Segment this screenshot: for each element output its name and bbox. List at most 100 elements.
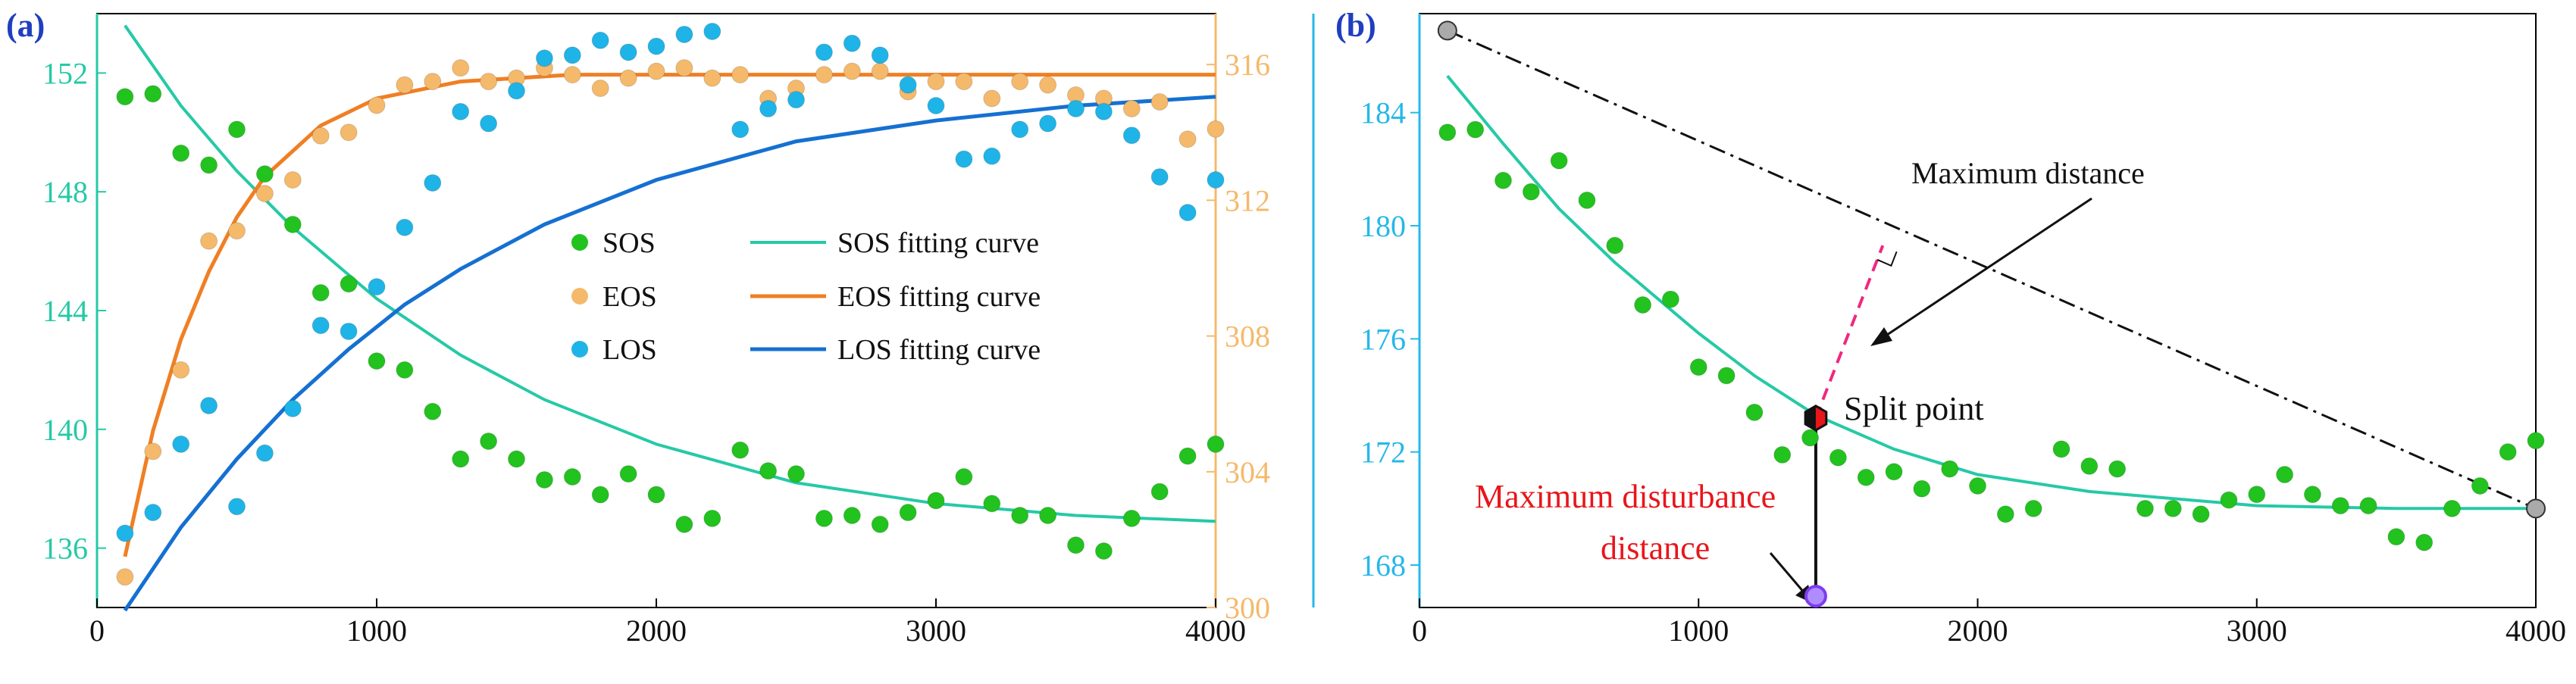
panel-b-sos-point: [2443, 499, 2462, 517]
eos-point: [1178, 130, 1197, 148]
eos-point: [1207, 120, 1225, 138]
panel-b-sos-point: [2164, 499, 2182, 517]
panel-a-legend: SOS EOS LOS SOS fitting curve EOS fittin…: [571, 227, 1041, 366]
los-point: [787, 91, 805, 109]
los-point: [927, 97, 945, 115]
los-point: [1207, 171, 1225, 189]
eos-point: [955, 73, 973, 91]
sos-point: [619, 465, 637, 483]
los-fitting-curve: [123, 95, 1216, 612]
annotation-maximum-distance: Maximum distance: [1911, 156, 2145, 190]
los-point: [1039, 114, 1057, 133]
sos-point: [396, 361, 414, 379]
sos-point: [255, 165, 274, 183]
panel-b-fitting-curve: [1446, 74, 2536, 511]
sos-point: [452, 450, 470, 468]
panel-a-left-ytick-label: 140: [42, 413, 88, 447]
eos-point: [228, 222, 246, 240]
sos-point: [535, 470, 553, 489]
annotation-distance: distance: [1601, 529, 1710, 567]
los-point: [1011, 120, 1029, 139]
panel-b-ytick-label: 176: [1360, 322, 1406, 356]
panel-b-sos-point: [1689, 358, 1707, 376]
legend-eos-marker: [571, 288, 588, 305]
panel-b-sos-point: [2499, 443, 2517, 461]
panel-a-label: (a): [6, 7, 45, 44]
panel-b-sos-point: [1606, 236, 1624, 255]
sos-point: [200, 156, 218, 174]
sos-point: [311, 283, 330, 301]
panel-a-xtick-label: 4000: [1185, 614, 1246, 648]
panel-b-sos-point: [1996, 505, 2014, 523]
panel-b-sos-point: [1466, 120, 1485, 139]
panel-b-sos-point: [2220, 491, 2238, 509]
panel-a-right-ytick-label: 300: [1225, 591, 1270, 625]
sos-point: [955, 468, 973, 486]
panel-b-ytick-label: 172: [1360, 436, 1406, 470]
los-point: [535, 49, 553, 67]
los-point: [1150, 168, 1169, 186]
sos-point: [1150, 483, 1169, 501]
legend-eos-fit-label: EOS fitting curve: [837, 281, 1041, 313]
disturbance-base-point: [1804, 585, 1827, 608]
right-angle-marker: [1876, 251, 1898, 267]
eos-point: [983, 89, 1001, 108]
eos-point: [1150, 92, 1169, 111]
los-point: [591, 31, 609, 49]
sos-point: [899, 504, 917, 522]
panel-a-left-ytick-label: 148: [42, 175, 88, 209]
sos-point: [1011, 506, 1029, 524]
los-point: [200, 396, 218, 414]
panel-b-sos-point: [1857, 468, 1875, 486]
panel-b-sos-point: [1661, 290, 1679, 308]
panel-b-frame: [1419, 13, 2537, 608]
eos-point: [871, 62, 889, 80]
eos-point: [927, 73, 945, 91]
los-point: [675, 25, 693, 43]
panel-b-xtick-label: 3000: [2227, 614, 2287, 648]
sos-point: [787, 465, 805, 483]
eos-point: [255, 184, 274, 202]
panel-b-sos-point: [2276, 466, 2294, 484]
legend-sos-label: SOS: [603, 227, 656, 259]
los-point: [255, 444, 274, 462]
panel-b-label: (b): [1335, 7, 1376, 44]
panel-a-xtick-label: 1000: [346, 614, 407, 648]
sos-point: [228, 120, 246, 139]
los-point: [843, 34, 861, 52]
los-point: [731, 120, 750, 139]
panel-b-sos-point: [1885, 463, 1903, 481]
panel-a-right-ytick-label: 304: [1225, 455, 1270, 489]
eos-point: [1011, 73, 1029, 91]
los-point: [228, 498, 246, 516]
panel-a-xtick-label: 2000: [626, 614, 687, 648]
sos-point: [675, 515, 693, 533]
sos-point: [172, 144, 190, 162]
los-point: [899, 76, 917, 94]
chord-line: [1447, 30, 2537, 510]
panel-a-left-ytick-label: 152: [42, 56, 88, 90]
panel-b-sos-point: [1745, 403, 1764, 421]
eos-point: [675, 59, 693, 77]
panel-a: (a) SOS EOS LOS SOS fitting curve EOS fi…: [6, 7, 1315, 648]
chord-end-point: [2526, 498, 2546, 519]
panel-a-xtick-label: 3000: [906, 614, 966, 648]
los-point: [563, 46, 581, 64]
sos-point: [927, 492, 945, 510]
sos-point: [983, 495, 1001, 513]
panel-b-sos-point: [1969, 476, 1986, 495]
los-point: [452, 102, 470, 120]
los-point: [480, 114, 498, 133]
sos-point: [563, 468, 581, 486]
panel-b-sos-point: [2248, 486, 2266, 504]
panel-a-left-ytick-label: 136: [42, 532, 88, 566]
los-point: [759, 99, 778, 117]
panel-b-sos-point: [2387, 528, 2405, 546]
sos-point: [1178, 447, 1197, 465]
legend-los-label: LOS: [603, 334, 657, 366]
sos-point: [424, 402, 442, 420]
panel-b-xtick-label: 2000: [1948, 614, 2008, 648]
chord-start-point: [1437, 20, 1457, 41]
panel-b-sos-point: [2136, 499, 2154, 517]
